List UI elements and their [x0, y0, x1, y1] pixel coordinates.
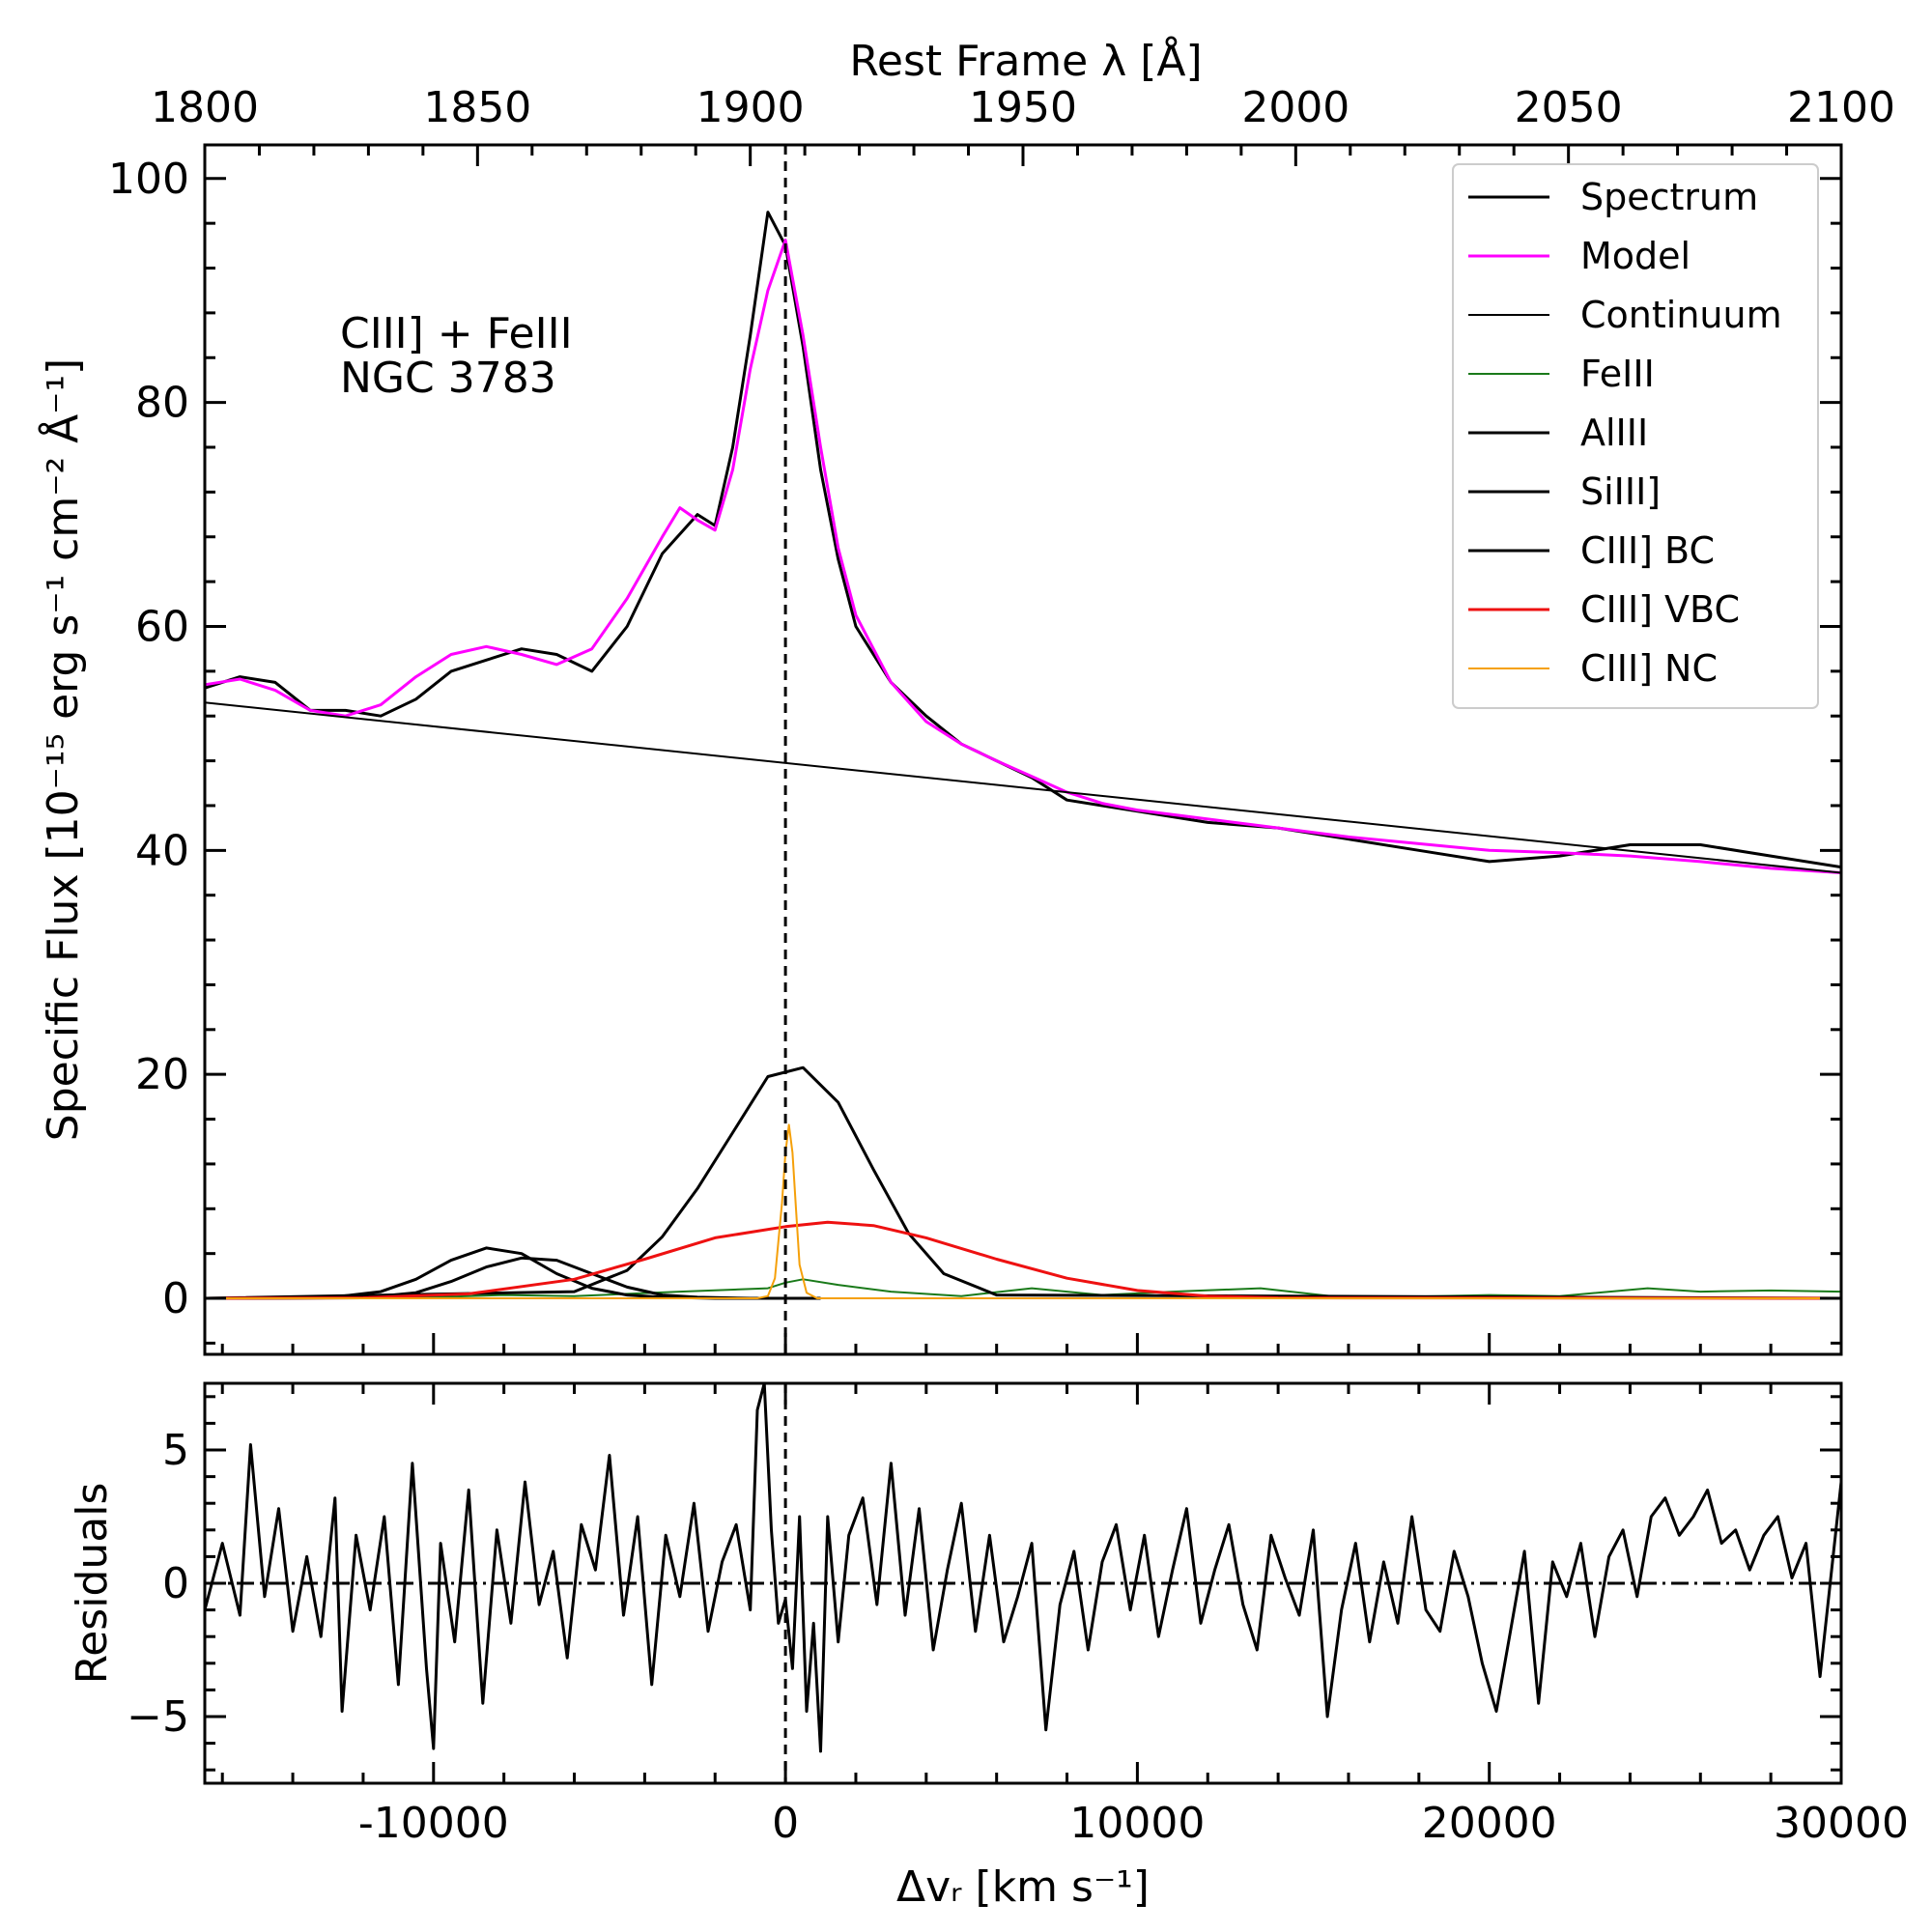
top-x-tick-label: 2000 — [1241, 83, 1350, 132]
residual-x-ticks: -10000 0 10000 20000 30000 — [220, 1383, 1909, 1848]
main-y-ticks: 0 20 40 60 80 100 — [108, 155, 1841, 1345]
legend-label: Model — [1580, 235, 1690, 277]
legend-label: CIII] BC — [1580, 529, 1715, 572]
residual-y-tick-label: −5 — [127, 1692, 189, 1742]
residual-y-ticks: −5 0 5 — [127, 1395, 1841, 1772]
series-line-siiii — [204, 1256, 821, 1300]
annotation-line-2: NGC 3783 — [340, 354, 556, 403]
legend-box — [1452, 163, 1819, 709]
main-y-tick-label: 80 — [135, 379, 189, 428]
main-y-axis-label: Specific Flux [10⁻¹⁵ erg s⁻¹ cm⁻² Å⁻¹] — [37, 358, 88, 1141]
residual-series-group — [203, 1381, 1843, 1753]
annotation-line-1: CIII] + FeIII — [340, 309, 573, 358]
legend-label: FeIII — [1580, 353, 1655, 395]
main-y-tick-label: 20 — [135, 1050, 189, 1099]
top-x-tick-label: 1850 — [423, 83, 531, 132]
series-line-aliii — [204, 1246, 786, 1300]
legend: Spectrum Model Continuum FeIII AlIII SiIII] CI… — [1452, 163, 1819, 709]
series-line-feiii — [204, 1278, 1842, 1299]
main-y-tick-label: 0 — [162, 1274, 189, 1323]
x-tick-label: 20000 — [1422, 1799, 1557, 1848]
x-tick-label: -10000 — [358, 1799, 509, 1848]
x-axis-label: Δvᵣ [km s⁻¹] — [896, 1862, 1150, 1912]
series-line-continuum — [204, 701, 1842, 874]
legend-label: CIII] VBC — [1580, 588, 1740, 631]
top-axis-ticks: 1800 1850 1900 1950 2000 2050 2100 — [151, 83, 1895, 166]
main-y-tick-label: 60 — [135, 602, 189, 651]
main-y-tick-label: 100 — [108, 155, 189, 204]
series-line-spectrum — [204, 211, 1842, 869]
main-panel: 1800 1850 1900 1950 2000 2050 2100 0 20 40 60 80 10… — [37, 35, 1895, 1356]
residual-y-axis-label: Residuals — [68, 1483, 117, 1685]
series-line-model — [204, 239, 1842, 874]
legend-label: Spectrum — [1580, 176, 1758, 218]
series-line-ciii-vbc — [204, 1220, 1842, 1300]
series-line-residuals — [203, 1381, 1843, 1753]
top-axis-label: Rest Frame λ [Å] — [849, 35, 1202, 86]
series-line-ciii-bc — [204, 1065, 1842, 1300]
x-tick-label: 10000 — [1069, 1799, 1205, 1848]
x-tick-label: 0 — [772, 1799, 799, 1848]
top-x-tick-label: 2100 — [1787, 83, 1895, 132]
series-line-ciii-nc — [205, 1123, 1841, 1299]
top-x-tick-label: 2050 — [1515, 83, 1623, 132]
residuals-panel: -10000 0 10000 20000 30000 −5 0 5 Residuals Δv… — [68, 1381, 1909, 1912]
main-y-tick-label: 40 — [135, 826, 189, 875]
top-x-tick-label: 1800 — [151, 83, 259, 132]
top-x-tick-label: 1950 — [969, 83, 1077, 132]
residual-frame — [203, 1381, 1843, 1785]
x-tick-label: 30000 — [1774, 1799, 1909, 1848]
legend-label: Continuum — [1580, 294, 1782, 336]
legend-label: AlIII — [1580, 412, 1648, 454]
main-bottom-ticks — [220, 1333, 1843, 1354]
residual-y-tick-label: 0 — [162, 1559, 189, 1608]
top-x-tick-label: 1900 — [696, 83, 805, 132]
legend-label: CIII] NC — [1580, 647, 1718, 690]
residual-y-tick-label: 5 — [162, 1426, 189, 1475]
legend-label: SiIII] — [1580, 470, 1661, 513]
